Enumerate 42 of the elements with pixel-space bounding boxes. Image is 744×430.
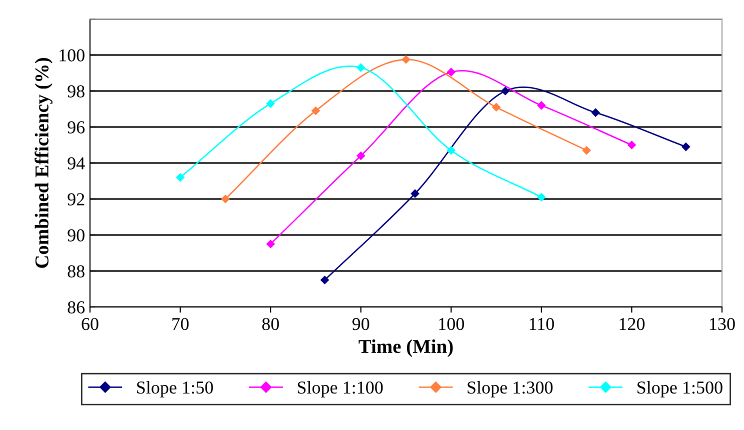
legend-label: Slope 1:50	[137, 380, 213, 398]
point	[537, 193, 546, 202]
x-tick-label: 90	[352, 318, 370, 330]
point	[266, 99, 275, 108]
y-tick-label: 96	[68, 121, 85, 134]
point	[356, 152, 365, 160]
point	[410, 189, 420, 198]
x-tick-label: 110	[530, 318, 554, 330]
point	[492, 103, 500, 112]
x-tick-label: 120	[620, 318, 645, 330]
x-tick-label: 130	[710, 318, 735, 330]
legend-label: Slope 1:300	[468, 380, 553, 398]
x-axis-title: Time (Min)	[358, 339, 453, 357]
y-tick-label: 92	[68, 193, 84, 206]
y-axis-title: Combined Efficiency (%)	[34, 58, 52, 268]
point	[628, 140, 636, 150]
x-tick-label: 70	[172, 318, 189, 330]
y-tick-label: 100	[60, 49, 84, 62]
y-tick-label: 88	[68, 265, 84, 278]
x-tick-label: 100	[439, 318, 464, 330]
point	[356, 63, 365, 72]
point	[501, 86, 510, 96]
legend-label: Slope 1:500	[638, 380, 722, 398]
x-tick-label: 60	[82, 318, 98, 330]
x-tick-label: 80	[262, 318, 279, 330]
y-tick-label: 86	[68, 301, 85, 314]
point	[591, 108, 600, 117]
point	[537, 101, 546, 110]
point	[266, 240, 275, 248]
point	[320, 276, 329, 284]
y-tick-label: 98	[68, 85, 84, 98]
legend-label: Slope 1:100	[298, 380, 383, 398]
y-tick-label: 94	[68, 157, 85, 170]
point	[312, 106, 320, 115]
point	[447, 146, 456, 155]
point	[582, 146, 591, 155]
point	[221, 194, 230, 204]
point	[682, 142, 690, 151]
point	[402, 55, 410, 64]
point	[447, 68, 456, 76]
y-tick-label: 90	[68, 229, 84, 242]
point	[176, 173, 184, 182]
